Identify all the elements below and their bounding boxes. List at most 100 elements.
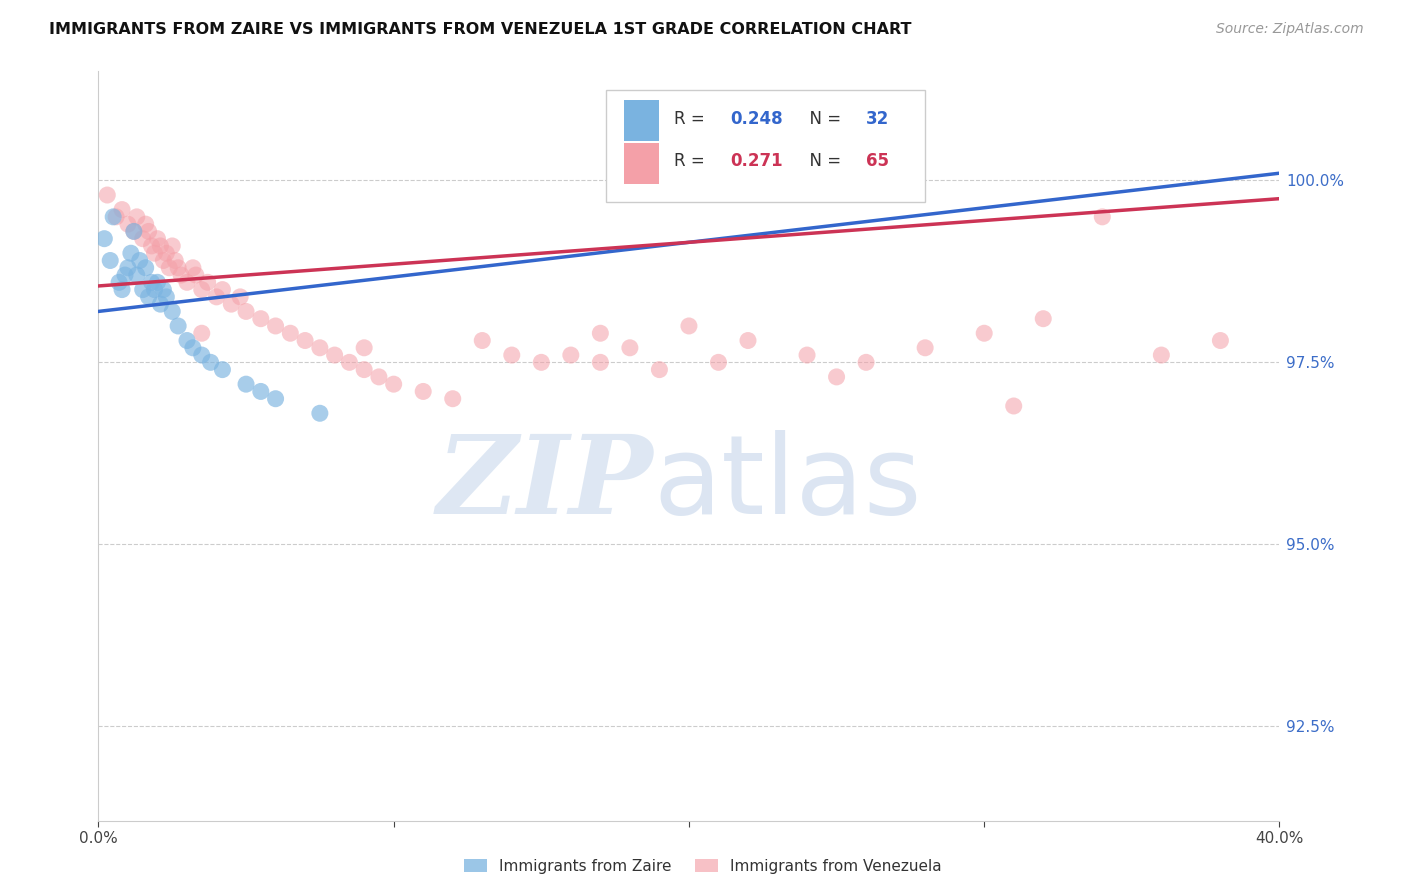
Point <box>353 341 375 355</box>
Point <box>619 341 641 355</box>
Point <box>560 348 582 362</box>
Point <box>176 276 198 290</box>
Point <box>111 283 134 297</box>
Point <box>143 246 166 260</box>
Point <box>973 326 995 341</box>
Point <box>165 253 187 268</box>
Point <box>1150 348 1173 362</box>
Point <box>191 348 214 362</box>
Point <box>105 210 128 224</box>
Point <box>117 217 139 231</box>
Point <box>162 304 183 318</box>
Point <box>141 276 163 290</box>
Point <box>737 334 759 348</box>
Point <box>211 362 233 376</box>
Point <box>412 384 434 399</box>
Point <box>221 297 243 311</box>
Point <box>707 355 730 369</box>
Point <box>211 283 233 297</box>
Point <box>176 334 198 348</box>
Point <box>135 217 157 231</box>
Text: 32: 32 <box>866 110 890 128</box>
Point <box>141 239 163 253</box>
Point <box>157 260 180 275</box>
Point <box>184 268 207 282</box>
Point <box>155 246 177 260</box>
Point <box>128 253 150 268</box>
Point <box>353 362 375 376</box>
Point <box>125 210 148 224</box>
Point <box>1209 334 1232 348</box>
Point <box>135 260 157 275</box>
Point <box>96 188 118 202</box>
Point <box>191 326 214 341</box>
Point <box>120 246 142 260</box>
Point <box>1032 311 1054 326</box>
Point <box>108 276 131 290</box>
Point <box>122 224 145 238</box>
Point <box>200 355 222 369</box>
Point <box>589 326 612 341</box>
Point <box>1091 210 1114 224</box>
Point <box>143 283 166 297</box>
Point <box>382 377 405 392</box>
Text: 65: 65 <box>866 153 889 170</box>
Point <box>117 260 139 275</box>
Point <box>280 326 302 341</box>
Point <box>309 341 332 355</box>
Point <box>264 318 287 333</box>
Point <box>122 224 145 238</box>
Point <box>111 202 134 217</box>
Point <box>250 311 273 326</box>
Point <box>648 362 671 376</box>
Point <box>235 304 257 318</box>
Point <box>501 348 523 362</box>
Point <box>250 384 273 399</box>
Point <box>146 276 169 290</box>
Point <box>339 355 361 369</box>
Point <box>167 260 190 275</box>
Point <box>181 341 204 355</box>
Text: atlas: atlas <box>654 430 922 537</box>
Point <box>471 334 494 348</box>
Text: R =: R = <box>673 110 710 128</box>
Legend: Immigrants from Zaire, Immigrants from Venezuela: Immigrants from Zaire, Immigrants from V… <box>458 853 948 880</box>
Point <box>368 370 391 384</box>
Point <box>138 224 160 238</box>
Point <box>884 159 907 173</box>
Point <box>914 341 936 355</box>
Point <box>132 232 155 246</box>
Point <box>197 276 219 290</box>
Point <box>589 355 612 369</box>
Point <box>152 253 174 268</box>
Point <box>93 232 115 246</box>
Point <box>309 406 332 420</box>
Point <box>323 348 346 362</box>
Text: Source: ZipAtlas.com: Source: ZipAtlas.com <box>1216 22 1364 37</box>
FancyBboxPatch shape <box>624 100 659 141</box>
Point <box>138 290 160 304</box>
Point <box>294 334 316 348</box>
Point <box>149 297 172 311</box>
Point <box>441 392 464 406</box>
Point <box>152 283 174 297</box>
Point <box>114 268 136 282</box>
Point <box>678 318 700 333</box>
Point <box>796 348 818 362</box>
Point <box>167 318 190 333</box>
Point <box>162 239 183 253</box>
Text: IMMIGRANTS FROM ZAIRE VS IMMIGRANTS FROM VENEZUELA 1ST GRADE CORRELATION CHART: IMMIGRANTS FROM ZAIRE VS IMMIGRANTS FROM… <box>49 22 911 37</box>
Point <box>146 232 169 246</box>
Text: R =: R = <box>673 153 710 170</box>
Text: ZIP: ZIP <box>437 430 654 537</box>
Point <box>1002 399 1025 413</box>
Point <box>205 290 228 304</box>
Point <box>132 283 155 297</box>
Text: 0.271: 0.271 <box>730 153 783 170</box>
Point <box>264 392 287 406</box>
Point <box>181 260 204 275</box>
Point <box>229 290 252 304</box>
Point <box>170 268 193 282</box>
Point <box>530 355 553 369</box>
Point <box>191 283 214 297</box>
